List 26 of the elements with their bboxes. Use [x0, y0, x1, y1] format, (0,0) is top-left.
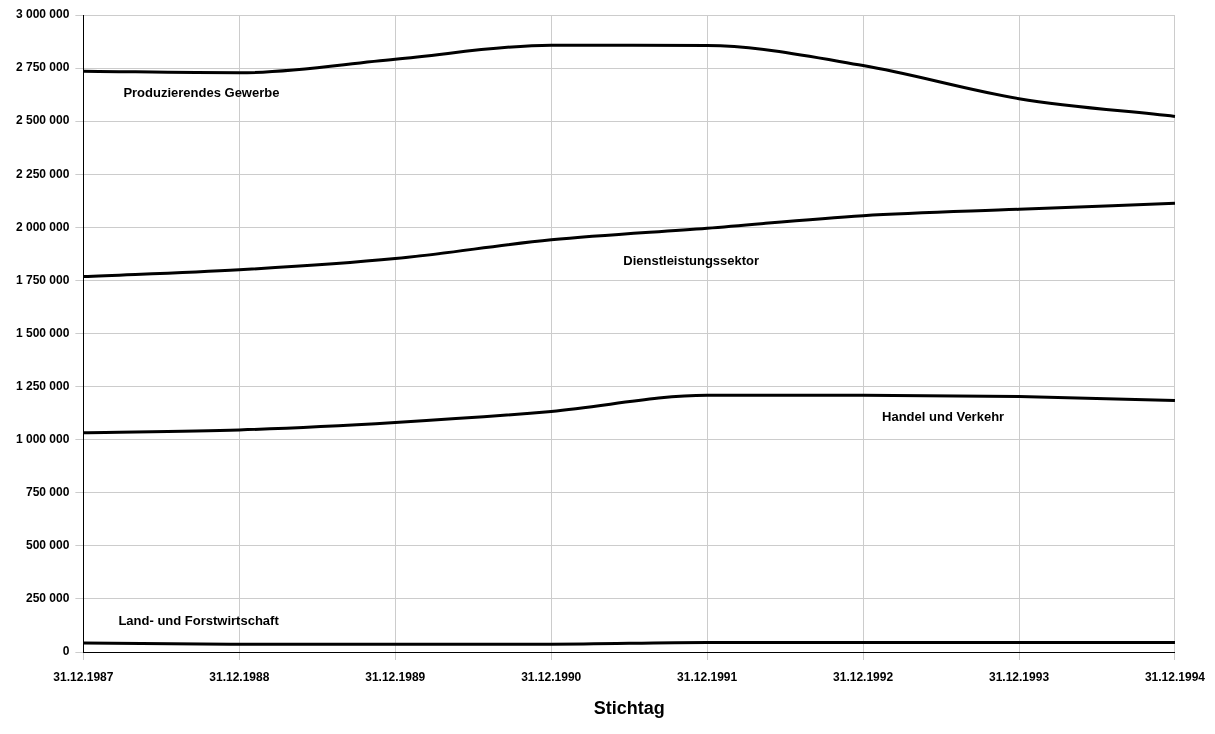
- series-label: Produzierendes Gewerbe: [123, 84, 280, 100]
- x-tick-label: 31.12.1990: [521, 669, 582, 684]
- y-tick-label: 250 000: [25, 591, 70, 606]
- y-tick-label: 2 000 000: [15, 219, 70, 234]
- x-tick-label: 31.12.1993: [989, 669, 1050, 684]
- x-tick-label: 31.12.1992: [833, 669, 894, 684]
- y-tick-label: 500 000: [25, 538, 70, 553]
- x-tick-label: 31.12.1994: [1144, 669, 1206, 684]
- y-tick-label: 3 000 000: [15, 7, 70, 22]
- y-tick-label: 2 250 000: [15, 166, 70, 181]
- series-label: Dienstleistungssektor: [623, 253, 760, 269]
- y-tick-label: 1 000 000: [15, 431, 70, 446]
- y-tick-label: 2 750 000: [15, 60, 70, 75]
- x-tick-label: 31.12.1991: [677, 669, 738, 684]
- y-tick-label: 1 500 000: [15, 325, 70, 340]
- y-tick-label: 2 500 000: [15, 113, 70, 128]
- x-tick-label: 31.12.1987: [53, 669, 114, 684]
- series-label: Land- und Forstwirtschaft: [118, 612, 280, 628]
- y-tick-label: 1 250 000: [15, 378, 70, 393]
- x-tick-label: 31.12.1988: [209, 669, 270, 684]
- y-tick-label: 1 750 000: [15, 272, 70, 287]
- series-label: Handel und Verkehr: [882, 408, 1005, 424]
- y-tick-label: 750 000: [25, 485, 70, 500]
- x-tick-label: 31.12.1989: [365, 669, 426, 684]
- x-axis-title: Stichtag: [593, 698, 665, 719]
- y-tick-label: 0: [62, 644, 70, 659]
